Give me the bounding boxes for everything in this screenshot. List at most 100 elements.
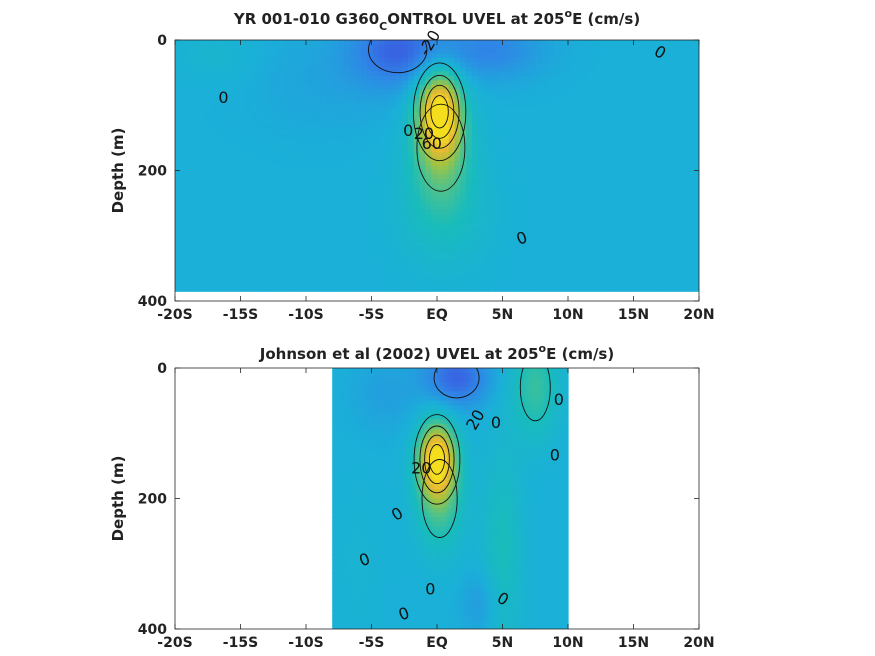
heatmap-cell — [384, 44, 392, 50]
heatmap-cell — [227, 143, 234, 149]
heatmap-cell — [343, 75, 351, 81]
heatmap-cell — [437, 120, 444, 126]
heatmap-cell — [559, 250, 566, 256]
heatmap-cell — [518, 286, 525, 292]
heatmap-cell — [285, 66, 293, 73]
heatmap-cell — [559, 192, 566, 198]
heatmap-cell — [471, 210, 479, 216]
heatmap-cell — [285, 170, 293, 176]
heatmap-cell — [605, 152, 613, 158]
heatmap-cell — [518, 129, 525, 135]
heatmap-cell — [431, 205, 438, 212]
heatmap-cell — [367, 286, 374, 292]
heatmap-cell — [652, 255, 659, 261]
heatmap-cell — [262, 264, 269, 270]
heatmap-cell — [611, 89, 619, 95]
heatmap-cell — [431, 179, 438, 185]
heatmap-cell — [669, 66, 677, 73]
heatmap-cell — [338, 192, 345, 198]
heatmap-cell — [338, 214, 345, 221]
heatmap-cell — [565, 192, 572, 198]
heatmap-cell — [291, 214, 298, 221]
heatmap-cell — [192, 80, 199, 86]
heatmap-cell — [565, 75, 572, 81]
heatmap-cell — [332, 250, 339, 256]
heatmap-cell — [530, 129, 537, 135]
heatmap-cell — [652, 44, 659, 50]
heatmap-cell — [175, 170, 182, 176]
heatmap-cell — [460, 179, 467, 185]
heatmap-cell — [273, 237, 281, 243]
heatmap-cell — [192, 84, 199, 90]
heatmap-cell — [338, 102, 345, 108]
heatmap-cell — [192, 134, 199, 140]
heatmap-cell — [483, 246, 490, 252]
heatmap-cell — [634, 89, 642, 95]
heatmap-cell — [675, 111, 683, 117]
heatmap-cell — [273, 214, 281, 221]
heatmap-cell — [326, 147, 333, 153]
heatmap-cell — [367, 205, 374, 212]
heatmap-cell — [198, 62, 205, 68]
heatmap-cell — [198, 134, 205, 140]
heatmap-cell — [221, 165, 228, 171]
heatmap-cell — [355, 75, 362, 81]
heatmap-cell — [495, 84, 502, 90]
heatmap-cell — [349, 161, 357, 167]
heatmap-cell — [582, 116, 589, 122]
heatmap-cell — [396, 147, 403, 153]
heatmap-cell — [256, 174, 263, 180]
heatmap-cell — [279, 264, 287, 270]
heatmap-cell — [361, 107, 368, 113]
heatmap-cell — [180, 62, 188, 68]
heatmap-cell — [565, 205, 572, 212]
heatmap-cell — [582, 89, 589, 95]
heatmap-cell — [367, 147, 374, 153]
heatmap-cell — [501, 246, 508, 252]
heatmap-cell — [442, 268, 450, 274]
heatmap-cell — [256, 219, 263, 225]
heatmap-cell — [570, 84, 578, 90]
heatmap-cell — [437, 223, 444, 230]
heatmap-cell — [250, 129, 258, 135]
heatmap-cell — [524, 205, 531, 212]
heatmap-cell — [553, 286, 560, 292]
heatmap-cell — [291, 156, 298, 162]
heatmap-cell — [454, 129, 461, 135]
heatmap-cell — [273, 120, 281, 126]
heatmap-cell — [582, 93, 589, 99]
heatmap-cell — [611, 111, 619, 117]
heatmap-cell — [623, 197, 630, 203]
heatmap-cell — [407, 84, 415, 90]
heatmap-cell — [279, 201, 287, 207]
heatmap-cell — [308, 241, 316, 247]
heatmap-cell — [390, 179, 397, 185]
heatmap-cell — [291, 273, 298, 279]
heatmap-cell — [268, 183, 275, 189]
heatmap-cell — [303, 48, 310, 55]
heatmap-cell — [623, 282, 630, 288]
heatmap-cell — [390, 152, 397, 158]
heatmap-cell — [233, 255, 240, 261]
heatmap-cell — [646, 44, 654, 50]
heatmap-cell — [268, 197, 275, 203]
heatmap-cell — [297, 174, 304, 180]
heatmap-cell — [471, 214, 479, 221]
heatmap-cell — [256, 259, 263, 265]
heatmap-cell — [570, 125, 578, 131]
heatmap-cell — [396, 246, 403, 252]
heatmap-cell — [390, 93, 397, 99]
heatmap-cell — [239, 259, 246, 265]
heatmap-cell — [652, 107, 659, 113]
heatmap-cell — [483, 286, 490, 292]
heatmap-cell — [687, 125, 694, 131]
heatmap-cell — [634, 197, 642, 203]
heatmap-cell — [390, 80, 397, 86]
heatmap-cell — [180, 107, 188, 113]
heatmap-cell — [209, 210, 217, 216]
heatmap-cell — [501, 147, 508, 153]
heatmap-cell — [605, 116, 613, 122]
heatmap-cell — [442, 89, 450, 95]
heatmap-cell — [605, 268, 613, 274]
heatmap-cell — [489, 138, 496, 144]
